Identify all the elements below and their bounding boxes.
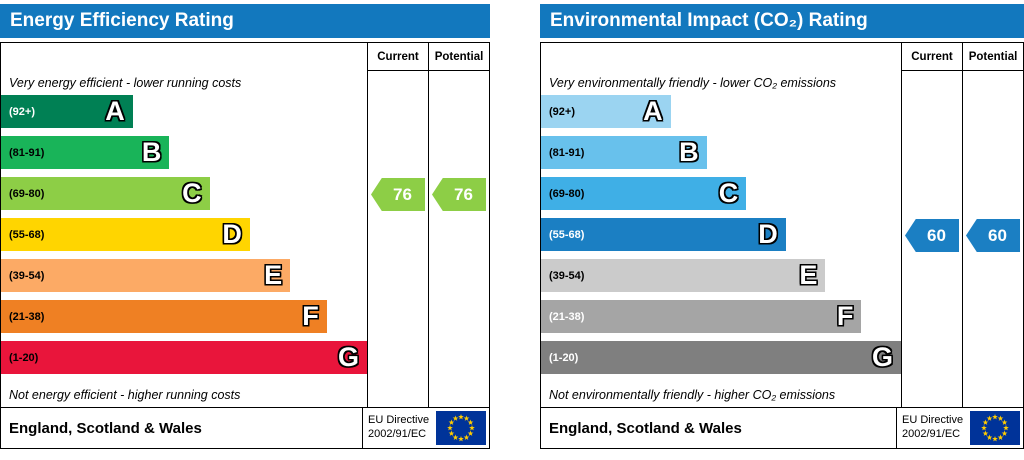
co2-band-f-letter: F <box>836 301 854 331</box>
co2-footer: England, Scotland & Wales EU Directive 2… <box>541 407 1023 448</box>
energy-band-d-letter: D <box>222 219 242 249</box>
co2-band-c-letter: C <box>718 178 739 208</box>
co2-eu-directive-label: EU Directive 2002/91/EC <box>896 408 970 448</box>
energy-region-label: England, Scotland & Wales <box>9 419 202 437</box>
environmental-impact-chart: Environmental Impact (CO₂) Rating Very e… <box>540 4 1024 449</box>
co2-title-bar: Environmental Impact (CO₂) Rating <box>540 4 1024 38</box>
energy-band-b-letter: B <box>141 137 162 167</box>
energy-band-g-letter: G <box>337 342 359 372</box>
energy-current-header: Current <box>368 43 428 71</box>
energy-band-g: (1-20) G <box>1 341 367 374</box>
energy-top-note: Very energy efficient - lower running co… <box>9 75 242 90</box>
co2-band-b-letter: B <box>679 137 699 167</box>
eu-flag-icon <box>970 411 1020 445</box>
co2-band-b: (81-91) B <box>541 136 707 169</box>
co2-band-d-range: (55-68) <box>549 228 585 241</box>
co2-band-c-range: (69-80) <box>549 187 585 200</box>
co2-potential-column: Potential 60 <box>963 43 1023 407</box>
co2-band-d: (55-68) D <box>541 218 786 251</box>
energy-band-c: (69-80) C <box>1 177 210 210</box>
co2-current-header: Current <box>902 43 962 71</box>
energy-current-column: Current 76 <box>368 43 429 407</box>
co2-band-g-range: (1-20) <box>549 351 579 364</box>
co2-band-f: (21-38) F <box>541 300 862 333</box>
energy-band-e: (39-54) E <box>1 259 291 292</box>
energy-band-f: (21-38) F <box>1 300 327 333</box>
co2-band-a-letter: A <box>643 96 663 126</box>
energy-band-g-range: (1-20) <box>9 351 39 364</box>
co2-potential-header: Potential <box>963 43 1023 71</box>
co2-current-column: Current 60 <box>902 43 963 407</box>
energy-potential-column: Potential 76 <box>429 43 489 407</box>
energy-potential-rating-arrow: 76 <box>432 178 486 211</box>
energy-table: Very energy efficient - lower running co… <box>0 42 490 449</box>
energy-band-a-range: (92+) <box>9 105 35 118</box>
co2-region-label: England, Scotland & Wales <box>549 419 742 437</box>
co2-table: Very environmentally friendly - lower CO… <box>540 42 1024 449</box>
co2-band-area: Very environmentally friendly - lower CO… <box>541 43 902 407</box>
co2-potential-rating-arrow: 60 <box>966 219 1020 252</box>
energy-band-a-letter: A <box>105 96 125 126</box>
energy-band-c-range: (69-80) <box>9 187 45 200</box>
co2-bands: (92+) A (81-91) B (69-80) C (55-68) <box>541 95 901 374</box>
co2-current-value: 60 <box>927 225 946 245</box>
energy-current-rating-arrow: 76 <box>371 178 425 211</box>
energy-title: Energy Efficiency Rating <box>10 10 234 31</box>
co2-band-d-letter: D <box>758 219 778 249</box>
epc-charts: Energy Efficiency Rating Very energy eff… <box>0 4 1024 449</box>
energy-eu-directive-label: EU Directive 2002/91/EC <box>362 408 436 448</box>
energy-bands: (92+) A (81-91) B (69-80) C (55-68) <box>1 95 367 374</box>
energy-potential-header: Potential <box>429 43 489 71</box>
co2-band-e: (39-54) E <box>541 259 826 292</box>
energy-band-area: Very energy efficient - lower running co… <box>1 43 368 407</box>
energy-band-c-letter: C <box>182 178 202 208</box>
energy-title-bar: Energy Efficiency Rating <box>0 4 490 38</box>
energy-band-a: (92+) A <box>1 95 133 128</box>
energy-footer: England, Scotland & Wales EU Directive 2… <box>1 407 489 448</box>
co2-band-f-range: (21-38) <box>549 310 585 323</box>
eu-flag-icon <box>436 411 486 445</box>
energy-efficiency-chart: Energy Efficiency Rating Very energy eff… <box>0 4 490 449</box>
energy-bottom-note: Not energy efficient - higher running co… <box>9 387 241 402</box>
co2-current-rating-arrow: 60 <box>905 219 959 252</box>
energy-band-d-range: (55-68) <box>9 228 45 241</box>
co2-band-c: (69-80) C <box>541 177 747 210</box>
co2-band-g-letter: G <box>871 342 893 372</box>
energy-band-e-letter: E <box>264 260 283 290</box>
co2-title: Environmental Impact (CO₂) Rating <box>550 10 868 31</box>
co2-potential-value: 60 <box>988 225 1007 245</box>
energy-current-value: 76 <box>393 184 412 204</box>
co2-band-a-range: (92+) <box>549 105 575 118</box>
energy-band-d: (55-68) D <box>1 218 250 251</box>
co2-band-b-range: (81-91) <box>549 146 585 159</box>
energy-band-f-letter: F <box>302 301 319 331</box>
energy-band-f-range: (21-38) <box>9 310 45 323</box>
co2-band-e-range: (39-54) <box>549 269 585 282</box>
co2-band-g: (1-20) G <box>541 341 901 374</box>
co2-band-e-letter: E <box>799 260 818 290</box>
energy-potential-value: 76 <box>454 184 473 204</box>
energy-band-e-range: (39-54) <box>9 269 45 282</box>
co2-top-note: Very environmentally friendly - lower CO… <box>549 75 837 90</box>
co2-bottom-note: Not environmentally friendly - higher CO… <box>549 387 836 402</box>
co2-band-a: (92+) A <box>541 95 671 128</box>
energy-band-b: (81-91) B <box>1 136 170 169</box>
energy-band-b-range: (81-91) <box>9 146 45 159</box>
